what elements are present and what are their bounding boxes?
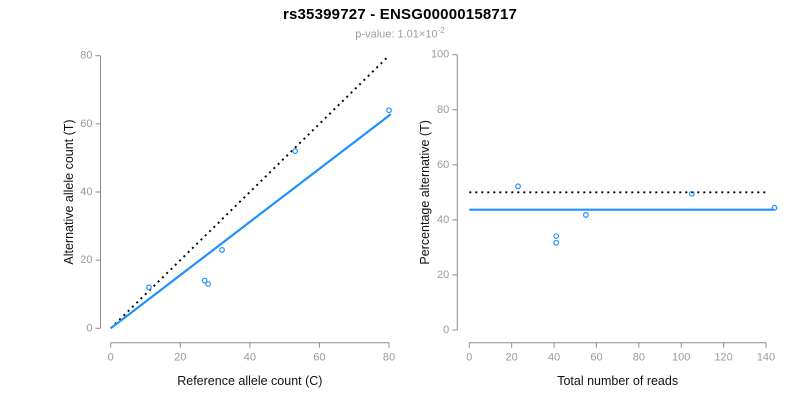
x-tick-label: 0 <box>108 352 114 364</box>
data-point <box>219 247 225 253</box>
regression-line <box>110 113 392 330</box>
y-tick-label: 40 <box>80 186 92 198</box>
x-tick-label: 60 <box>313 352 325 364</box>
x-tick-label: 80 <box>383 352 395 364</box>
data-point <box>386 107 392 114</box>
right-plot: 0 20 40 60 80 100 0 20 40 60 80 100 120 140 Total numb… <box>418 49 778 388</box>
x-tick-label: 140 <box>757 352 775 364</box>
x-tick-label: 40 <box>244 352 256 364</box>
data-point <box>292 148 298 155</box>
identity-line <box>110 56 388 329</box>
data-point <box>201 277 208 284</box>
y-tick-label: 20 <box>437 269 449 281</box>
pvalue-text: p-value: 1.01×10 <box>355 28 438 41</box>
x-tick-label: 80 <box>633 352 645 364</box>
y-tick-label: 0 <box>86 322 92 334</box>
plot-title: rs35399727 - ENSG00000158717 <box>282 6 518 23</box>
plot-subtitle: p-value: 1.01×10-2 <box>0 26 800 41</box>
x-tick-label: 20 <box>506 352 518 364</box>
x-tick-label: 0 <box>466 352 472 364</box>
y-tick-label: 80 <box>80 50 92 62</box>
data-point <box>553 239 560 246</box>
x-tick-label: 100 <box>672 352 690 364</box>
data-point <box>515 183 521 190</box>
x-tick-label: 60 <box>590 352 602 364</box>
y-tick-label: 20 <box>80 254 92 266</box>
y-tick-label: 40 <box>437 214 449 226</box>
data-point <box>582 212 589 218</box>
x-axis-label: Total number of reads <box>557 374 678 388</box>
x-axis-label: Reference allele count (C) <box>177 374 322 388</box>
y-tick-label: 60 <box>80 118 92 130</box>
y-tick-label: 100 <box>431 49 449 61</box>
data-point <box>146 284 152 291</box>
x-tick-label: 20 <box>174 352 186 364</box>
x-tick-label: 40 <box>548 352 560 364</box>
plot-header: rs35399727 - ENSG00000158717 p-value: 1.… <box>0 6 800 41</box>
data-point <box>771 204 778 211</box>
left-plot: 0 20 40 60 80 0 20 40 60 80 Reference allele count… <box>62 50 395 388</box>
data-point <box>553 233 560 240</box>
y-tick-label: 60 <box>437 159 449 171</box>
x-tick-label: 120 <box>714 352 732 364</box>
data-point <box>688 190 695 197</box>
data-point <box>205 281 212 287</box>
y-axis-label: Alternative allele count (T) <box>62 119 76 264</box>
y-tick-label: 0 <box>443 324 449 336</box>
pvalue-exponent: -2 <box>437 26 445 35</box>
y-tick-label: 80 <box>437 104 449 116</box>
y-axis-label: Percentage alternative (T) <box>418 120 432 265</box>
